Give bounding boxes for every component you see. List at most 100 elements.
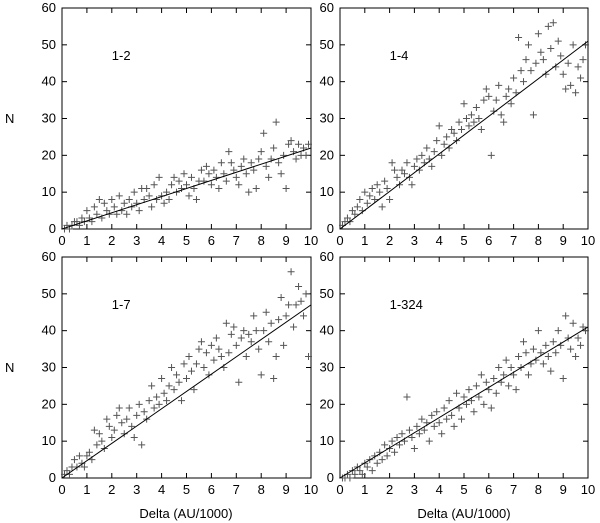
data-point bbox=[165, 196, 173, 204]
data-point bbox=[120, 199, 128, 207]
data-point bbox=[363, 199, 371, 207]
data-point bbox=[210, 166, 218, 174]
data-point bbox=[205, 371, 213, 379]
data-point bbox=[368, 467, 376, 475]
data-point bbox=[579, 56, 587, 64]
x-tick-label: 2 bbox=[386, 233, 393, 248]
data-point bbox=[517, 67, 525, 75]
data-point bbox=[305, 352, 313, 360]
data-point bbox=[361, 188, 369, 196]
data-point bbox=[405, 173, 413, 181]
x-axis-title-right: Delta (AU/1000) bbox=[417, 506, 510, 521]
data-point bbox=[225, 148, 233, 156]
data-point bbox=[297, 297, 305, 305]
data-point bbox=[490, 375, 498, 383]
data-point bbox=[577, 341, 585, 349]
data-point bbox=[544, 352, 552, 360]
x-tick-label: 0 bbox=[336, 233, 343, 248]
data-point bbox=[430, 148, 438, 156]
data-point bbox=[492, 389, 500, 397]
data-point bbox=[292, 301, 300, 309]
data-point bbox=[108, 433, 116, 441]
data-point bbox=[569, 319, 577, 327]
data-point bbox=[420, 426, 428, 434]
data-point bbox=[200, 364, 208, 371]
data-point bbox=[579, 323, 587, 331]
panel-1-2: 0 1 2 3 4 5 6 7 8 9 10 0 10 20 30 40 50 60 1-2 bbox=[42, 0, 319, 248]
data-point bbox=[185, 192, 193, 200]
data-point bbox=[240, 327, 248, 335]
data-point bbox=[295, 282, 303, 290]
data-point bbox=[292, 155, 300, 163]
data-point bbox=[480, 96, 488, 104]
data-point bbox=[282, 184, 290, 192]
data-point bbox=[215, 184, 223, 192]
data-point bbox=[554, 327, 562, 335]
data-point bbox=[108, 196, 116, 204]
data-point bbox=[559, 70, 567, 78]
x-tick-label: 7 bbox=[510, 233, 517, 248]
data-point bbox=[567, 81, 575, 89]
data-point bbox=[280, 341, 288, 349]
data-point bbox=[145, 192, 153, 200]
data-point bbox=[225, 349, 233, 357]
y-tick-label: 50 bbox=[42, 286, 56, 301]
data-point bbox=[190, 386, 198, 394]
x-tick-label: 10 bbox=[304, 233, 318, 248]
x-tick-label: 4 bbox=[436, 482, 443, 497]
data-point bbox=[285, 140, 293, 148]
x-tick-label: 0 bbox=[58, 233, 65, 248]
data-point bbox=[155, 173, 163, 181]
y-axis-title-top: N bbox=[5, 111, 14, 126]
data-point bbox=[467, 111, 475, 119]
data-point bbox=[539, 56, 547, 64]
data-point bbox=[343, 214, 351, 222]
x-tick-label: 0 bbox=[58, 482, 65, 497]
x-tick-label: 2 bbox=[386, 482, 393, 497]
data-point bbox=[465, 122, 473, 130]
data-point bbox=[240, 155, 248, 163]
x-tick-label: 1 bbox=[83, 233, 90, 248]
data-point bbox=[227, 330, 235, 338]
data-point bbox=[125, 196, 133, 204]
data-point bbox=[180, 360, 188, 368]
x-tick-label: 5 bbox=[183, 482, 190, 497]
x-tick-label: 4 bbox=[158, 482, 165, 497]
data-point bbox=[495, 364, 503, 371]
y-tick-label: 30 bbox=[42, 111, 56, 126]
x-tick-label: 1 bbox=[83, 482, 90, 497]
data-point bbox=[270, 375, 278, 383]
data-point bbox=[143, 184, 151, 192]
data-point bbox=[163, 397, 171, 405]
data-point bbox=[75, 452, 83, 460]
x-tick-label: 10 bbox=[581, 482, 595, 497]
x-tick-label: 3 bbox=[411, 233, 418, 248]
data-point bbox=[207, 341, 215, 349]
data-point bbox=[391, 166, 399, 174]
data-point bbox=[168, 364, 176, 371]
data-point bbox=[150, 404, 158, 412]
data-point bbox=[388, 437, 396, 445]
data-point bbox=[302, 290, 310, 298]
data-point bbox=[569, 41, 577, 49]
data-point bbox=[115, 192, 123, 200]
fit-line bbox=[339, 326, 589, 479]
data-point bbox=[443, 133, 451, 141]
data-point bbox=[487, 404, 495, 412]
data-point bbox=[93, 210, 101, 218]
data-point bbox=[178, 397, 186, 405]
data-point bbox=[265, 338, 273, 346]
data-point bbox=[391, 448, 399, 456]
data-point bbox=[153, 393, 161, 401]
data-point bbox=[100, 199, 108, 207]
data-point bbox=[90, 426, 98, 434]
data-point bbox=[103, 415, 111, 423]
fit-line bbox=[61, 147, 312, 230]
data-point bbox=[435, 122, 443, 130]
y-tick-label: 20 bbox=[320, 147, 334, 162]
data-point bbox=[123, 415, 131, 423]
x-tick-label: 3 bbox=[133, 233, 140, 248]
data-point bbox=[378, 203, 386, 211]
y-tick-label: 40 bbox=[320, 323, 334, 338]
